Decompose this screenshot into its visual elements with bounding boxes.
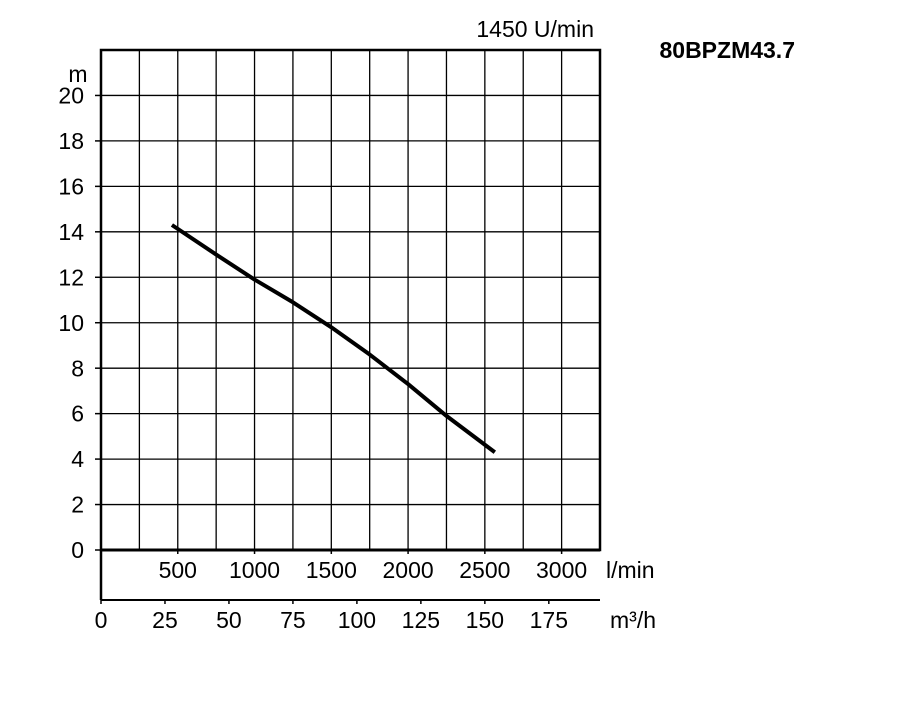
x2-tick-label: 25 (152, 607, 178, 633)
y-tick-label: 0 (71, 537, 84, 563)
y-tick-label: 8 (71, 355, 84, 381)
x2-axis-label: m³/h (610, 607, 656, 633)
y-axis-label: m (68, 61, 87, 87)
x-axis-label: l/min (606, 557, 655, 583)
x2-tick-label: 125 (402, 607, 440, 633)
x-tick-label: 2500 (459, 557, 510, 583)
x2-tick-label: 0 (95, 607, 108, 633)
x2-tick-label: 150 (466, 607, 504, 633)
line-series (170, 223, 497, 454)
y-tick-label: 14 (58, 219, 84, 245)
plot-frame (99, 48, 602, 552)
x-tick-label: 1500 (306, 557, 357, 583)
y-tick-label: 20 (58, 83, 84, 109)
x-tick-label: 2000 (382, 557, 433, 583)
y-tick-label: 4 (71, 446, 84, 472)
x2-tick-label: 175 (530, 607, 568, 633)
y-tick-label: 12 (58, 264, 84, 290)
x2-tick-label: 75 (280, 607, 306, 633)
chart-title: 80BPZM43.7 (659, 37, 795, 63)
y-tick-label: 18 (58, 128, 84, 154)
x2-tick-label: 100 (338, 607, 376, 633)
x-tick-label: 3000 (536, 557, 587, 583)
y-tick-label: 16 (58, 173, 84, 199)
chart-subtitle: 1450 U/min (476, 16, 594, 42)
y-tick-label: 2 (71, 492, 84, 518)
x-tick-label: 500 (159, 557, 197, 583)
x2-tick-label: 50 (216, 607, 242, 633)
y-tick-label: 6 (71, 401, 84, 427)
y-tick-label: 10 (58, 310, 84, 336)
x-tick-label: 1000 (229, 557, 280, 583)
